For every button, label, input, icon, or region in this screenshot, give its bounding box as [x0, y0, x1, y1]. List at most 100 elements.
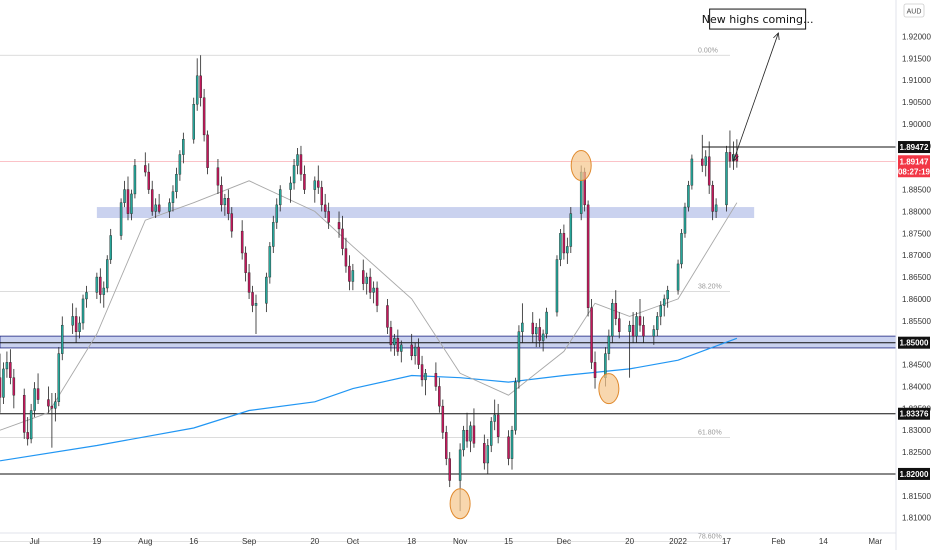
- fib-label-2: 61.80%: [698, 430, 722, 437]
- candle-body-3: [9, 362, 12, 378]
- currency-label: AUD: [907, 9, 922, 16]
- x-tick-label-6: Oct: [347, 537, 360, 546]
- candle-body-138: [662, 298, 666, 306]
- x-tick-label-15: 14: [819, 537, 828, 546]
- level-tag-label-2: 1.82000: [900, 470, 929, 479]
- candle-body-78: [372, 287, 375, 293]
- candle-body-37: [175, 174, 178, 192]
- candle-body-1: [2, 368, 5, 398]
- candle-body-50: [240, 230, 244, 254]
- y-tick-label-7: 1.88000: [902, 207, 931, 216]
- candle-body-9: [36, 388, 40, 400]
- candle-body-110: [531, 322, 534, 335]
- candle-body-40: [192, 104, 195, 140]
- candle-body-71: [341, 228, 344, 249]
- annotation-arrow-head: [732, 154, 739, 162]
- y-tick-label-4: 1.90000: [902, 120, 931, 129]
- candle-body-88: [420, 364, 424, 381]
- candle-body-77: [368, 276, 372, 293]
- candle-body-63: [299, 154, 303, 175]
- candle-body-54: [254, 303, 258, 306]
- candle-body-17: [78, 322, 81, 332]
- candle-body-136: [656, 316, 659, 330]
- candle-body-102: [490, 421, 493, 446]
- candle-body-15: [71, 316, 74, 326]
- level-tag-3: [898, 141, 930, 154]
- candle-body-51: [244, 252, 247, 273]
- candle-body-65: [313, 180, 317, 190]
- candle-body-106: [510, 429, 514, 459]
- candle-body-87: [417, 346, 420, 365]
- candle-body-148: [711, 184, 714, 212]
- candle-body-92: [441, 405, 445, 433]
- candle-body-42: [199, 75, 202, 98]
- current-price-tag: [898, 155, 930, 178]
- candle-body-99: [472, 425, 476, 444]
- candle-body-147: [707, 156, 711, 186]
- candle-body-86: [413, 346, 417, 357]
- candle-body-130: [628, 324, 631, 332]
- candles: [0, 55, 739, 512]
- candle-body-4: [12, 377, 16, 396]
- candle-body-149: [714, 204, 718, 212]
- candle-body-36: [171, 191, 175, 203]
- candle-body-142: [683, 206, 687, 234]
- candle-body-68: [323, 204, 327, 212]
- candle-body-62: [296, 154, 299, 166]
- candle-body-0: [0, 377, 2, 398]
- candle-body-44: [206, 134, 209, 168]
- candle-body-112: [538, 327, 541, 341]
- y-tick-label-6: 1.88500: [902, 186, 931, 195]
- x-tick-label-2: Aug: [138, 537, 152, 546]
- candle-body-94: [448, 458, 451, 481]
- candle-body-151: [728, 152, 732, 162]
- candle-body-111: [534, 327, 538, 335]
- x-tick-label-16: Mar: [868, 537, 882, 546]
- candle-body-119: [569, 213, 573, 247]
- candle-body-47: [223, 198, 227, 206]
- candle-body-55: [265, 276, 268, 304]
- x-tick-label-14: Feb: [771, 537, 785, 546]
- candle-body-98: [469, 425, 472, 442]
- candle-body-7: [29, 410, 33, 440]
- candle-body-61: [292, 165, 296, 184]
- candle-body-14: [61, 324, 64, 354]
- fib-label-0: 0.00%: [698, 47, 718, 54]
- candle-body-22: [102, 287, 106, 295]
- highlight-circles: [449, 150, 620, 520]
- candle-body-76: [365, 276, 368, 284]
- y-tick-label-19: 1.81000: [902, 514, 931, 523]
- candle-body-19: [85, 292, 88, 300]
- level-tag-label-0: 1.85000: [900, 339, 929, 348]
- candle-body-24: [109, 235, 112, 260]
- fibonacci-levels: 0.00% 38.20% 61.80% 78.60%: [0, 47, 730, 542]
- candle-body-21: [99, 276, 102, 295]
- level-tag-0: [898, 336, 930, 349]
- candle-body-46: [220, 184, 223, 206]
- level-tag-label-3: 1.89472: [900, 143, 929, 152]
- candle-body-74: [351, 270, 355, 282]
- y-tick-label-10: 1.86500: [902, 273, 931, 282]
- candle-body-13: [57, 353, 61, 402]
- candle-body-57: [272, 222, 275, 247]
- candle-body-137: [659, 305, 662, 317]
- level-tag-2: [898, 467, 930, 480]
- x-tick-label-7: 18: [407, 537, 416, 546]
- candle-body-107: [514, 381, 517, 431]
- candle-body-105: [507, 436, 510, 459]
- price-axis[interactable]: 1.920001.915001.910001.905001.900001.895…: [902, 32, 931, 522]
- candle-body-5: [22, 394, 26, 433]
- currency-badge[interactable]: AUD: [903, 3, 925, 18]
- time-axis[interactable]: Jul 19 Aug 16 Sep 20 Oct 18 Nov 15 Dec 20 2022 17 Feb 1…: [29, 537, 882, 546]
- price-tags: 1.85000 1.83376 1.82000 1.89472 1.8914708:27…: [898, 141, 931, 480]
- candle-body-52: [247, 272, 251, 293]
- candle-body-89: [424, 373, 427, 381]
- candle-body-95: [458, 449, 462, 481]
- candle-body-35: [168, 202, 171, 212]
- candle-body-81: [389, 327, 393, 346]
- candle-body-117: [562, 233, 566, 254]
- candle-body-93: [445, 432, 448, 459]
- x-tick-label-4: Sep: [242, 537, 257, 546]
